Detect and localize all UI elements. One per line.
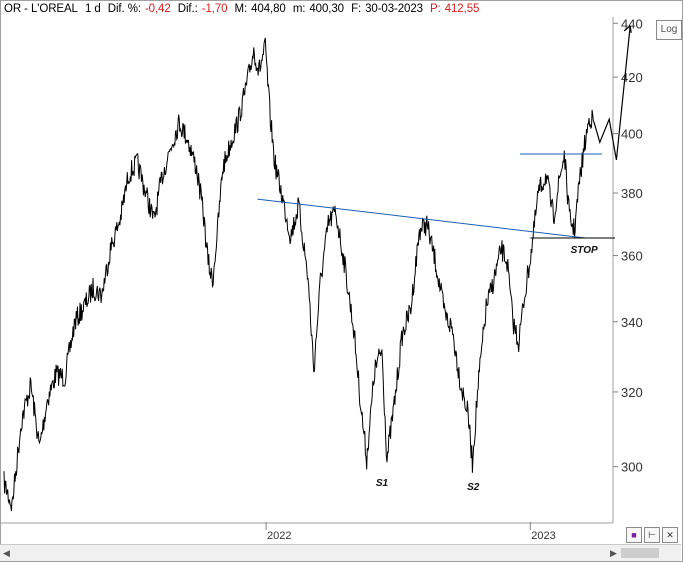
- resistance-trendline: [257, 198, 586, 239]
- annotation-label-s2: S2: [467, 482, 480, 493]
- max-label: M:: [234, 3, 248, 15]
- min-value: 400,30: [309, 3, 344, 15]
- max-value: 404,80: [251, 3, 286, 15]
- y-tick-label: 440: [621, 16, 643, 31]
- x-axis-ticks: 2022 2023: [265, 522, 556, 542]
- symbol-label: OR - L'OREAL: [4, 3, 78, 15]
- price-series-line: [3, 37, 595, 512]
- annotation-label-stop: STOP: [571, 245, 598, 256]
- scroll-thumb[interactable]: [621, 548, 659, 558]
- y-tick-label: 320: [621, 385, 643, 400]
- y-axis-ticks: 300 320 340 360 380 400 420 440: [613, 16, 643, 475]
- scroll-track[interactable]: [14, 549, 618, 557]
- dif-pct-value: -0,42: [144, 3, 171, 15]
- y-tick-label: 300: [621, 460, 643, 475]
- x-tick-label: 2023: [531, 530, 555, 542]
- y-tick-label: 420: [621, 70, 643, 85]
- annotation-layer: S1 S2 STOP: [257, 25, 632, 493]
- date-value: 30-03-2023: [365, 3, 423, 15]
- quote-header: OR - L'OREAL 1 d Dif. %: -0,42 Dif.: -1,70…: [4, 3, 483, 15]
- scroll-left-icon[interactable]: ◀: [3, 548, 10, 558]
- period-label: 1 d: [84, 3, 101, 15]
- dif-value: -1,70: [201, 3, 228, 15]
- projection-arrowhead-icon: [623, 25, 632, 33]
- date-label: F:: [351, 3, 362, 15]
- price-value: 412,55: [444, 3, 480, 15]
- y-tick-label: 340: [621, 315, 643, 330]
- y-tick-label: 400: [621, 127, 643, 142]
- price-label: P:: [430, 3, 441, 15]
- log-scale-button[interactable]: Log: [656, 20, 682, 40]
- y-tick-label: 380: [621, 186, 643, 201]
- annotation-label-s1: S1: [376, 478, 389, 489]
- pin-icon[interactable]: ⊢: [644, 527, 660, 543]
- dif-pct-label: Dif. %:: [107, 3, 141, 15]
- min-label: m:: [292, 3, 306, 15]
- scroll-right-icon[interactable]: ▶: [610, 548, 617, 558]
- y-tick-label: 360: [621, 249, 643, 264]
- dif-label: Dif.:: [177, 3, 198, 15]
- close-icon[interactable]: ✕: [662, 527, 678, 543]
- save-icon[interactable]: ■: [626, 527, 642, 543]
- projection-path: [593, 25, 631, 161]
- bottom-scrollbar[interactable]: ◀ ▶: [0, 544, 681, 561]
- x-tick-label: 2022: [267, 530, 291, 542]
